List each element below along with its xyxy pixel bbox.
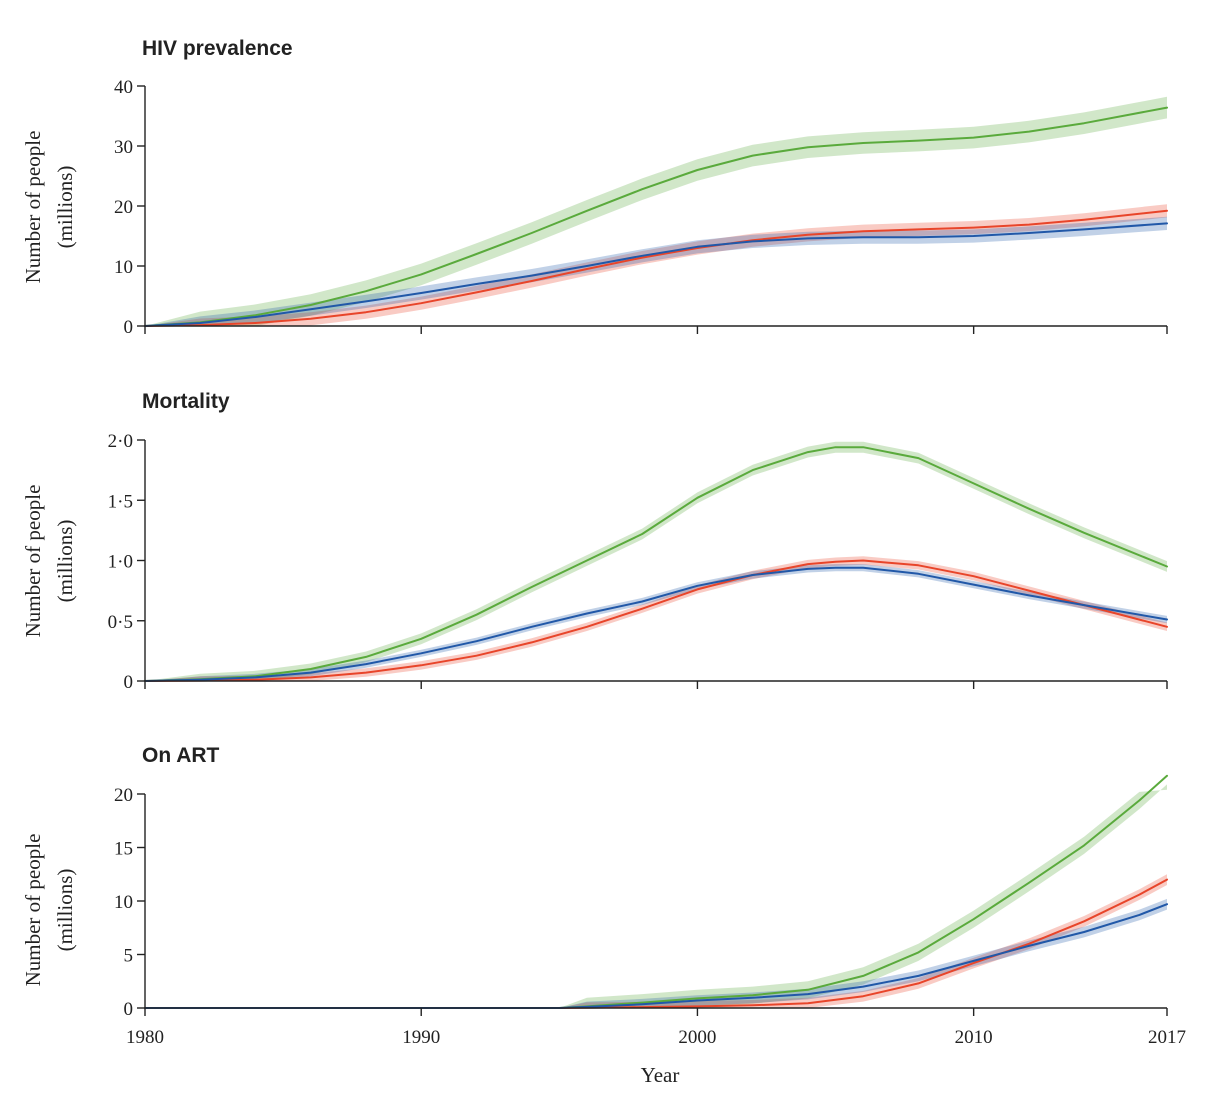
uncertainty-band-red <box>145 556 1167 681</box>
panel-hiv-prevalence: HIV prevalence 0 10 20 30 40 Number of peopl… <box>21 37 1168 338</box>
y-tick-label: 0 <box>124 999 134 1020</box>
y-tick-label: 0·5 <box>108 612 133 633</box>
panel-on-art: On ART 0 5 10 15 20 1980 1990 2000 2010 2017 Numb… <box>21 744 1186 1048</box>
x-tick-label: 2010 <box>955 1027 993 1048</box>
y-tick-label: 20 <box>114 197 133 218</box>
x-tick-label: 1990 <box>402 1027 440 1048</box>
y-axis-label-line1: Number of people <box>21 834 45 987</box>
series-line-blue <box>144 566 1168 682</box>
series-line-red <box>144 209 1168 327</box>
x-tick-label: 1980 <box>126 1027 164 1048</box>
panel-mortality: Mortality 0 0·5 1·0 1·5 2·0 Number of people… <box>21 390 1168 693</box>
y-axis-label-line1: Number of people <box>21 131 45 284</box>
x-tick-label: 2017 <box>1148 1027 1186 1048</box>
series-line-red <box>144 559 1168 682</box>
uncertainty-band-blue <box>145 216 1167 326</box>
uncertainty-band-green <box>145 441 1167 681</box>
y-tick-label: 0 <box>124 317 134 338</box>
series-line-green <box>144 106 1168 327</box>
panel-title: Mortality <box>142 390 230 413</box>
y-tick-label: 2·0 <box>108 431 133 452</box>
y-axis-label-line2: (millions) <box>53 869 77 952</box>
y-tick-label: 20 <box>114 785 133 806</box>
y-tick-label: 15 <box>114 839 133 860</box>
series-line-green <box>144 774 1168 1009</box>
y-tick-label: 5 <box>124 946 134 967</box>
series-line-blue <box>144 903 1168 1009</box>
y-tick-label: 10 <box>114 257 133 278</box>
x-tick-label: 2000 <box>678 1027 716 1048</box>
y-tick-label: 30 <box>114 137 133 158</box>
y-tick-label: 1·0 <box>108 552 133 573</box>
uncertainty-band-green <box>145 96 1167 326</box>
uncertainty-band-blue <box>145 564 1167 681</box>
uncertainty-band-green <box>145 784 1167 1008</box>
y-tick-label: 0 <box>124 672 134 693</box>
y-axis-label-line2: (millions) <box>53 166 77 249</box>
x-axis-label: Year <box>641 1063 680 1087</box>
panel-title: On ART <box>142 744 220 767</box>
series-line-green <box>144 446 1168 682</box>
y-tick-label: 40 <box>114 77 133 98</box>
series-line-blue <box>144 222 1168 327</box>
y-tick-label: 10 <box>114 892 133 913</box>
uncertainty-band-blue <box>145 898 1167 1008</box>
uncertainty-band-red <box>145 204 1167 326</box>
y-axis-label-line2: (millions) <box>53 520 77 603</box>
y-tick-label: 1·5 <box>108 491 133 512</box>
panel-title: HIV prevalence <box>142 37 293 60</box>
y-axis-label-line1: Number of people <box>21 485 45 638</box>
